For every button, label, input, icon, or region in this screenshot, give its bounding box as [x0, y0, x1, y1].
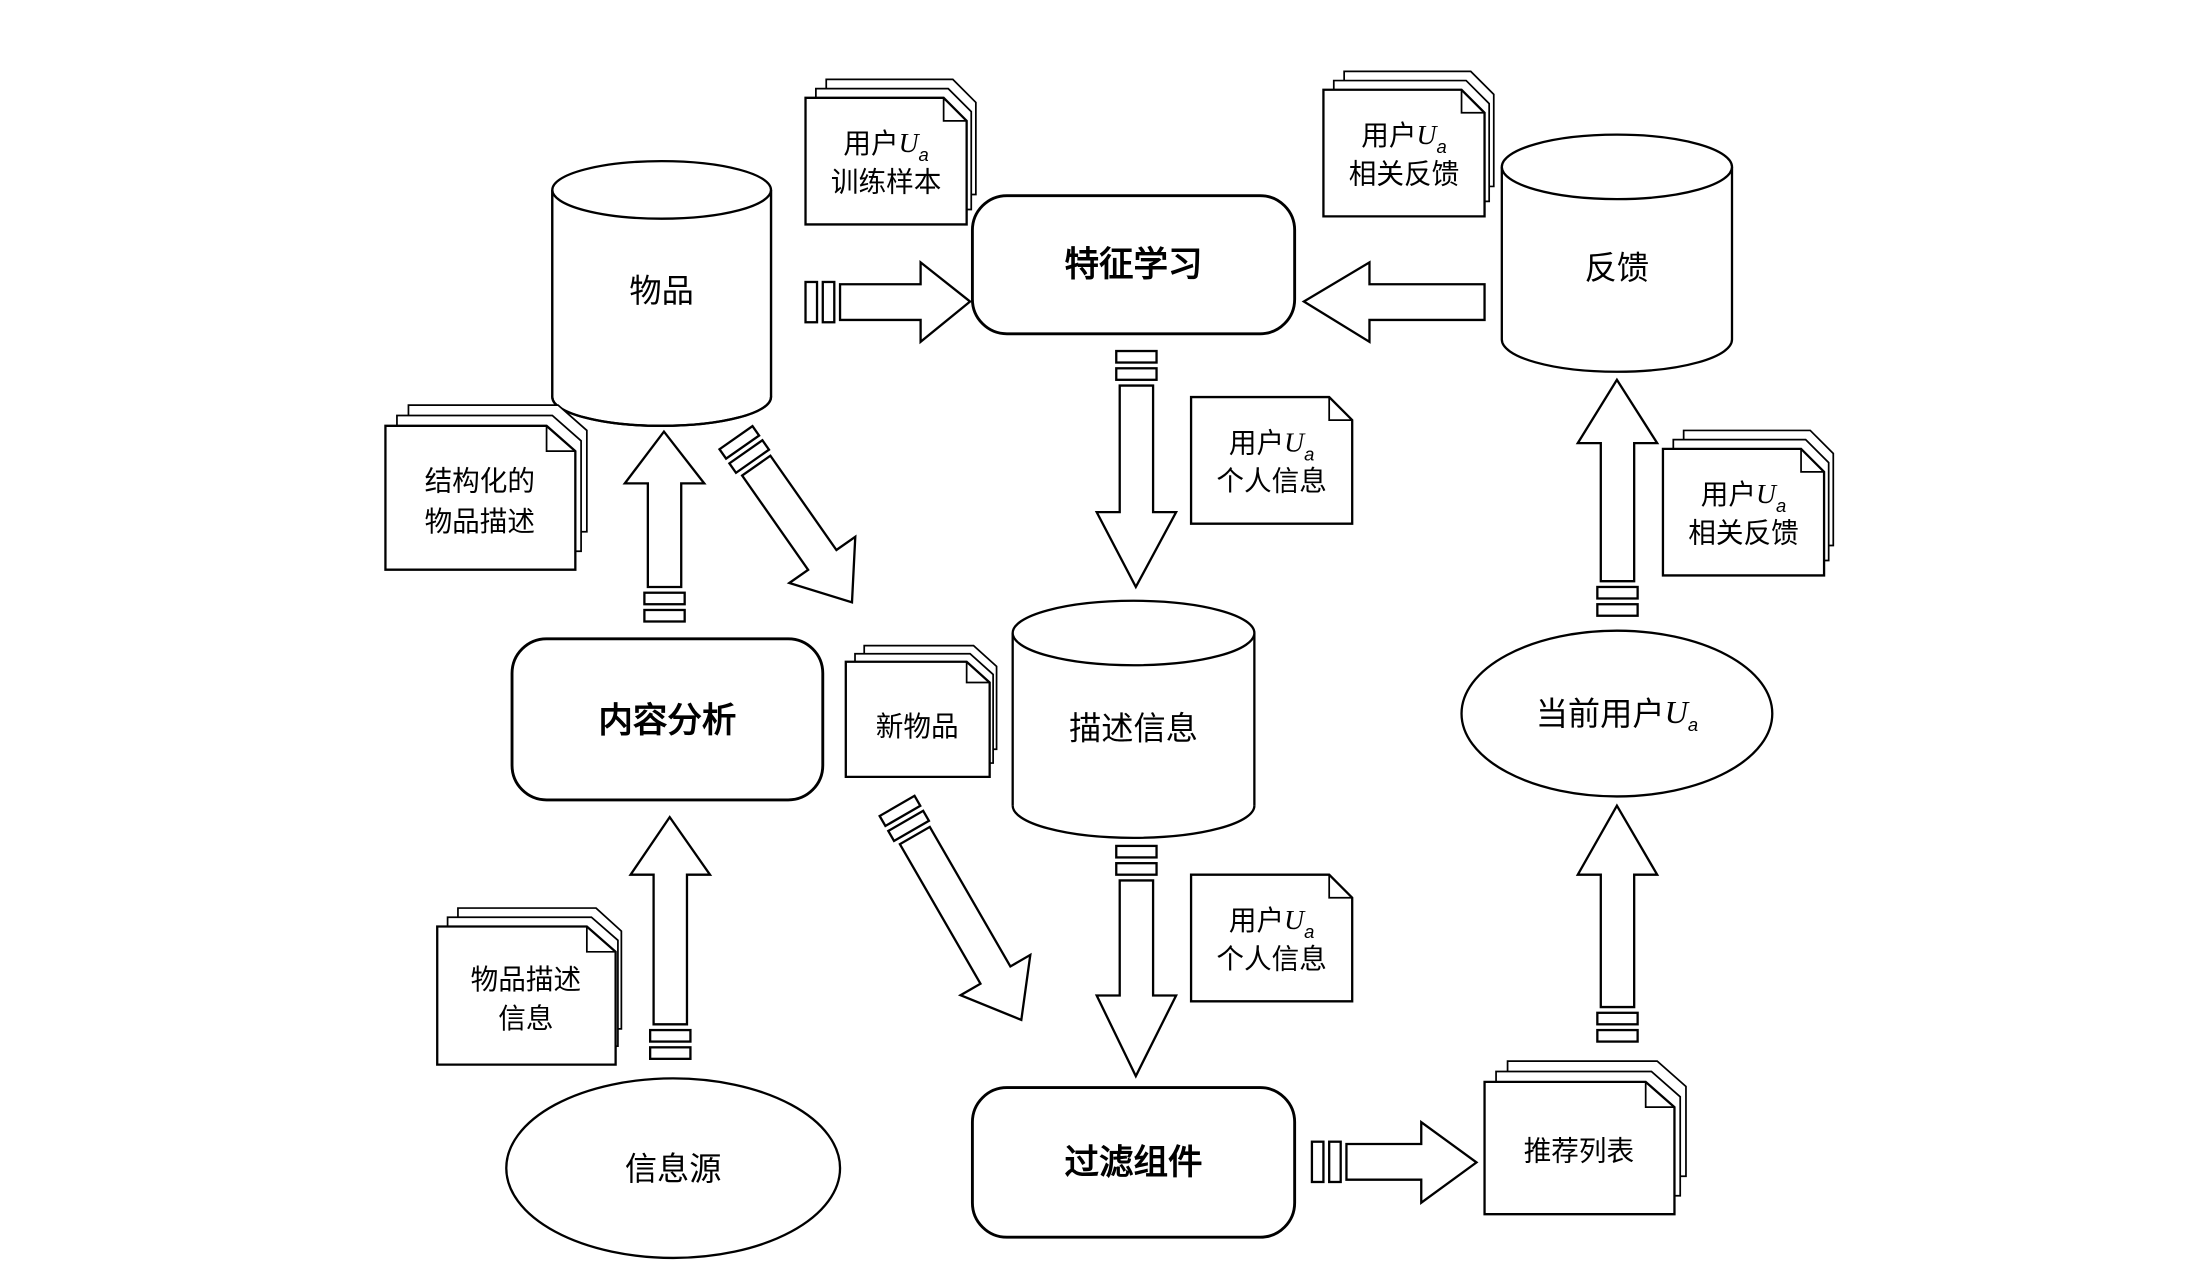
node-content-analysis: 内容分析 [512, 639, 823, 800]
doc-item-desc-info: 物品描述 信息 [437, 908, 621, 1065]
arrow-user-to-feedback [1578, 380, 1657, 616]
doc-rec-list: 推荐列表 [1485, 1061, 1686, 1214]
svg-text:信息: 信息 [498, 1003, 553, 1034]
arrow-content-to-items [625, 432, 704, 622]
label-feature-learning: 特征学习 [1064, 245, 1202, 284]
arrow-desc-to-filter [1097, 846, 1176, 1076]
node-items: 物品 [552, 161, 771, 426]
arrow-filter-to-reclist [1312, 1122, 1477, 1203]
svg-text:物品描述: 物品描述 [471, 964, 581, 995]
node-filter-component: 过滤组件 [972, 1088, 1294, 1238]
node-feedback: 反馈 [1502, 135, 1732, 372]
doc-train-sample: 用户Ua 训练样本 [806, 79, 976, 224]
doc-feedback-right: 用户Ua 相关反馈 [1663, 430, 1833, 575]
svg-text:相关反馈: 相关反馈 [1349, 158, 1459, 189]
svg-text:物品描述: 物品描述 [425, 506, 535, 537]
label-content-analysis: 内容分析 [598, 702, 736, 740]
label-current-user: 当前用户Ua [1536, 694, 1698, 735]
arrow-items-to-feature [806, 262, 971, 341]
svg-text:结构化的: 结构化的 [425, 466, 535, 497]
doc-feedback-top: 用户Ua 相关反馈 [1323, 71, 1493, 216]
arrow-newitems-to-filter [863, 785, 1056, 1040]
node-desc-info: 描述信息 [1013, 601, 1255, 838]
arrow-items-diag-1 [703, 414, 885, 625]
flowchart-canvas: 物品 特征学习 反馈 内容分析 描述信息 当前用户Ua 信息源 [0, 0, 2198, 1266]
label-filter-component: 过滤组件 [1064, 1144, 1202, 1182]
arrow-feedback-to-feature [1304, 262, 1485, 341]
svg-text:个人信息: 个人信息 [1216, 466, 1326, 497]
svg-text:训练样本: 训练样本 [831, 166, 941, 197]
arrow-source-to-content [631, 817, 710, 1059]
node-current-user: 当前用户Ua [1462, 631, 1773, 797]
svg-text:相关反馈: 相关反馈 [1688, 517, 1798, 548]
label-info-source: 信息源 [625, 1151, 722, 1187]
label-items: 物品 [629, 273, 693, 309]
node-feature-learning: 特征学习 [972, 196, 1294, 334]
svg-text:推荐列表: 推荐列表 [1524, 1136, 1634, 1167]
doc-user-profile-1: 用户Ua 个人信息 [1191, 397, 1352, 524]
doc-user-profile-2: 用户Ua 个人信息 [1191, 875, 1352, 1002]
doc-struct-desc: 结构化的 物品描述 [385, 405, 586, 570]
svg-text:新物品: 新物品 [876, 711, 959, 742]
label-desc-info: 描述信息 [1069, 710, 1198, 746]
arrow-reclist-to-user [1578, 806, 1657, 1042]
arrow-feature-to-desc [1097, 351, 1176, 587]
svg-text:个人信息: 个人信息 [1216, 943, 1326, 974]
label-feedback: 反馈 [1585, 250, 1649, 286]
doc-new-items: 新物品 [846, 646, 997, 777]
node-info-source: 信息源 [506, 1078, 840, 1258]
